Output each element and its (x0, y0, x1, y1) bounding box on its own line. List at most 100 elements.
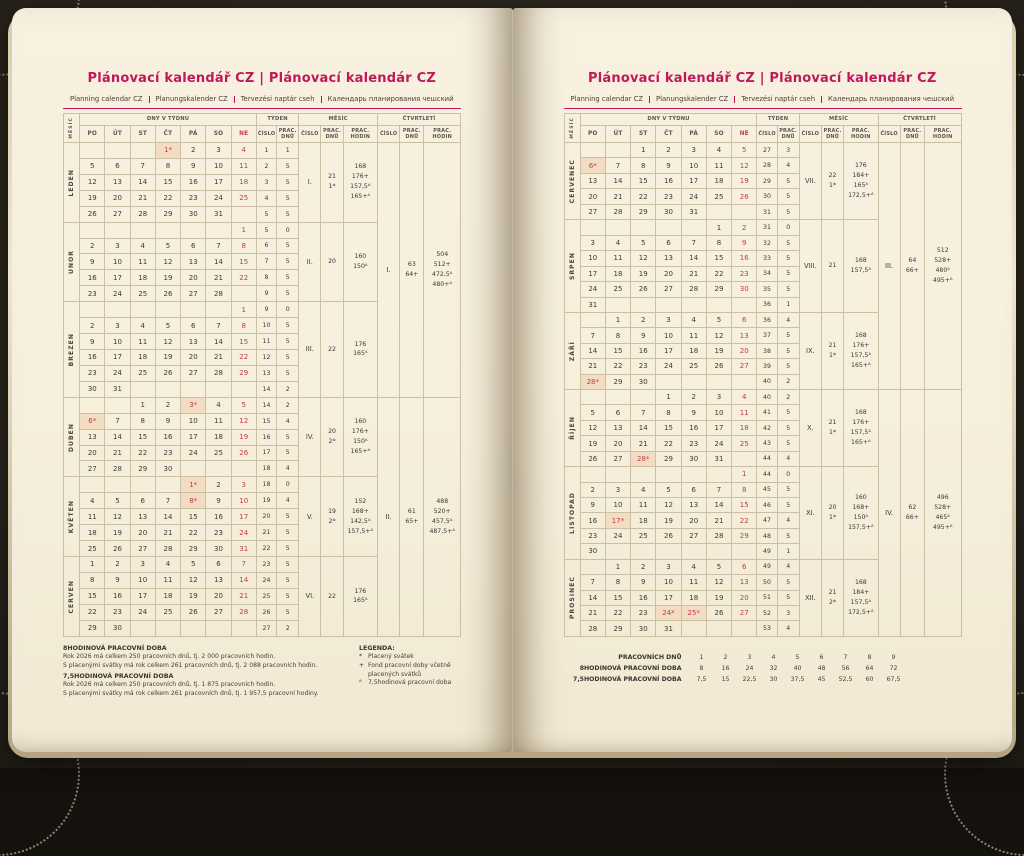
header-day-ne: NE (731, 125, 758, 143)
subtitle-part: Календарь планирования чешский (828, 95, 955, 103)
day-cell: 12 (154, 333, 182, 350)
month-workhours-cell: 168 176+ 157,5ᴬ 165+ᴬ (342, 142, 379, 223)
day-cell: 6 (731, 311, 758, 329)
table-header-row: MĚSÍC DNY V TÝDNU TÝDEN MĚSÍC ČTVRTLETÍ (62, 113, 461, 143)
month-workdays-line: 20 (828, 504, 837, 512)
month-workdays-cell: 22 (320, 555, 344, 638)
day-cell: 1 (655, 389, 682, 406)
week-row: 18 19 20 21 22 23 24 21 5 (64, 524, 461, 542)
day-cell: 14 (154, 508, 182, 526)
day-cell (79, 142, 106, 159)
day-cell (180, 380, 207, 398)
quarter-workdays-line: 64+ (405, 270, 419, 278)
day-cell: 31 (230, 540, 257, 557)
header-day-st: ST (129, 125, 156, 143)
day-cell: 25 (680, 358, 707, 375)
week-row: 9 10 11 12 13 14 15 46 5 (564, 497, 961, 514)
day-cell (154, 221, 182, 239)
day-cell (129, 619, 156, 638)
day-cell (230, 460, 257, 478)
conversion-value: 48 (817, 664, 826, 672)
day-cell: 3 (579, 234, 606, 252)
day-cell (630, 466, 657, 483)
day-cell: 2 (180, 142, 207, 159)
quarter-workhours-line: 488 (436, 498, 449, 506)
day-cell: 10 (604, 497, 632, 514)
month-name-label: LISTOPAD (568, 492, 576, 534)
day-cell (205, 380, 232, 398)
month-workdays-line: 1* (328, 183, 336, 191)
week-workdays-cell: 5 (276, 269, 300, 287)
month-name-cell: LEDEN (62, 142, 81, 223)
day-cell: 26 (154, 364, 182, 382)
header-day-po: PO (79, 125, 106, 143)
header-month-column: MĚSÍC (62, 113, 81, 143)
week-row: DUBEN 1 2 3* 4 5 14 2 IV. 20 2* 160 176+ 150ᴬ 165+ᴬ II.… (62, 396, 461, 638)
day-cell (604, 219, 632, 236)
week-workdays-cell: 5 (276, 508, 300, 526)
day-cell: 23 (630, 358, 657, 375)
month-workhours-line: 165ᴬ (353, 597, 368, 605)
workdays-hours-conversion-table: PRACOVNÍCH DNŮ 1 2 3 4 5 6 7 8 9 8HODINOVÁ PRACOVN… (564, 653, 962, 686)
day-cell: 30 (104, 619, 131, 638)
month-workdays-line: 20 (328, 257, 336, 265)
day-cell (154, 380, 182, 398)
work-time-line: Rok 2026 má celkem 250 pracovních dnů, t… (63, 681, 276, 689)
day-cell: 5 (79, 157, 106, 175)
day-cell: 12 (79, 173, 106, 191)
day-cell: 29 (604, 373, 632, 391)
day-cell: 27 (604, 450, 632, 468)
day-cell: 24 (104, 285, 131, 303)
day-cell: 13 (731, 574, 758, 591)
day-cell (680, 543, 707, 560)
day-cell: 6 (731, 558, 758, 576)
day-cell: 26 (230, 444, 257, 462)
day-cell: 31 (104, 380, 131, 398)
month-name-label: LEDEN (68, 168, 76, 197)
month-workdays-line: 2* (328, 438, 336, 446)
day-cell: 20 (180, 348, 207, 366)
week-row: PROSINEC 1 2 3 4 5 6 49 4 XII. 21 2* 168 184+ 157,5ᴬ 17… (563, 558, 961, 638)
week-workdays-cell: 0 (776, 466, 800, 483)
day-cell: 13 (205, 571, 232, 589)
day-cell (630, 389, 657, 406)
day-cell (205, 221, 232, 239)
week-workdays-cell: 5 (276, 428, 300, 446)
day-cell: 30 (655, 203, 682, 221)
day-cell: 10 (180, 412, 207, 430)
day-cell: 14 (579, 342, 606, 360)
week-number-cell: 38 (756, 342, 778, 360)
week-workdays-cell: 4 (776, 512, 800, 529)
week-number-cell: 49 (756, 558, 778, 576)
day-cell: 24 (180, 444, 207, 462)
subtitle-separator-bar (734, 95, 736, 103)
day-cell: 7 (579, 327, 606, 344)
day-cell: 29 (230, 364, 257, 382)
day-cell: 16 (680, 419, 707, 437)
day-cell: 22 (230, 269, 257, 287)
day-cell: 8 (129, 412, 156, 430)
month-workhours-cell: 160 176+ 150ᴬ 165+ᴬ (342, 396, 379, 478)
day-cell: 15 (230, 333, 257, 350)
day-cell: 24 (104, 364, 131, 382)
day-cell: 8 (604, 574, 632, 591)
week-row: 26 27 28 29 30 31 5 5 (64, 205, 461, 223)
day-cell (680, 219, 707, 236)
month-workhours-line: 184+ (852, 588, 870, 596)
day-cell: 5 (655, 481, 682, 499)
week-workdays-cell: 5 (276, 205, 300, 223)
week-number-cell: 16 (255, 428, 278, 446)
subtitle-part: Tervezési naptár cseh (240, 95, 315, 103)
week-number-cell: 3 (255, 173, 278, 191)
week-workdays-cell: 5 (776, 527, 800, 545)
day-cell: 4 (154, 555, 182, 573)
header-quarter-group: ČTVRTLETÍ (377, 113, 461, 126)
day-cell: 18 (205, 428, 232, 446)
month-workdays-line: 2* (829, 598, 837, 606)
week-workdays-cell: 5 (776, 404, 800, 421)
week-workdays-cell: 5 (276, 189, 300, 207)
week-workdays-cell: 5 (276, 540, 300, 557)
month-workhours-line: 176 (354, 340, 367, 348)
month-workhours-line: 157,5ᴬ (850, 429, 872, 437)
month-name-cell: KVĚTEN (62, 476, 81, 557)
